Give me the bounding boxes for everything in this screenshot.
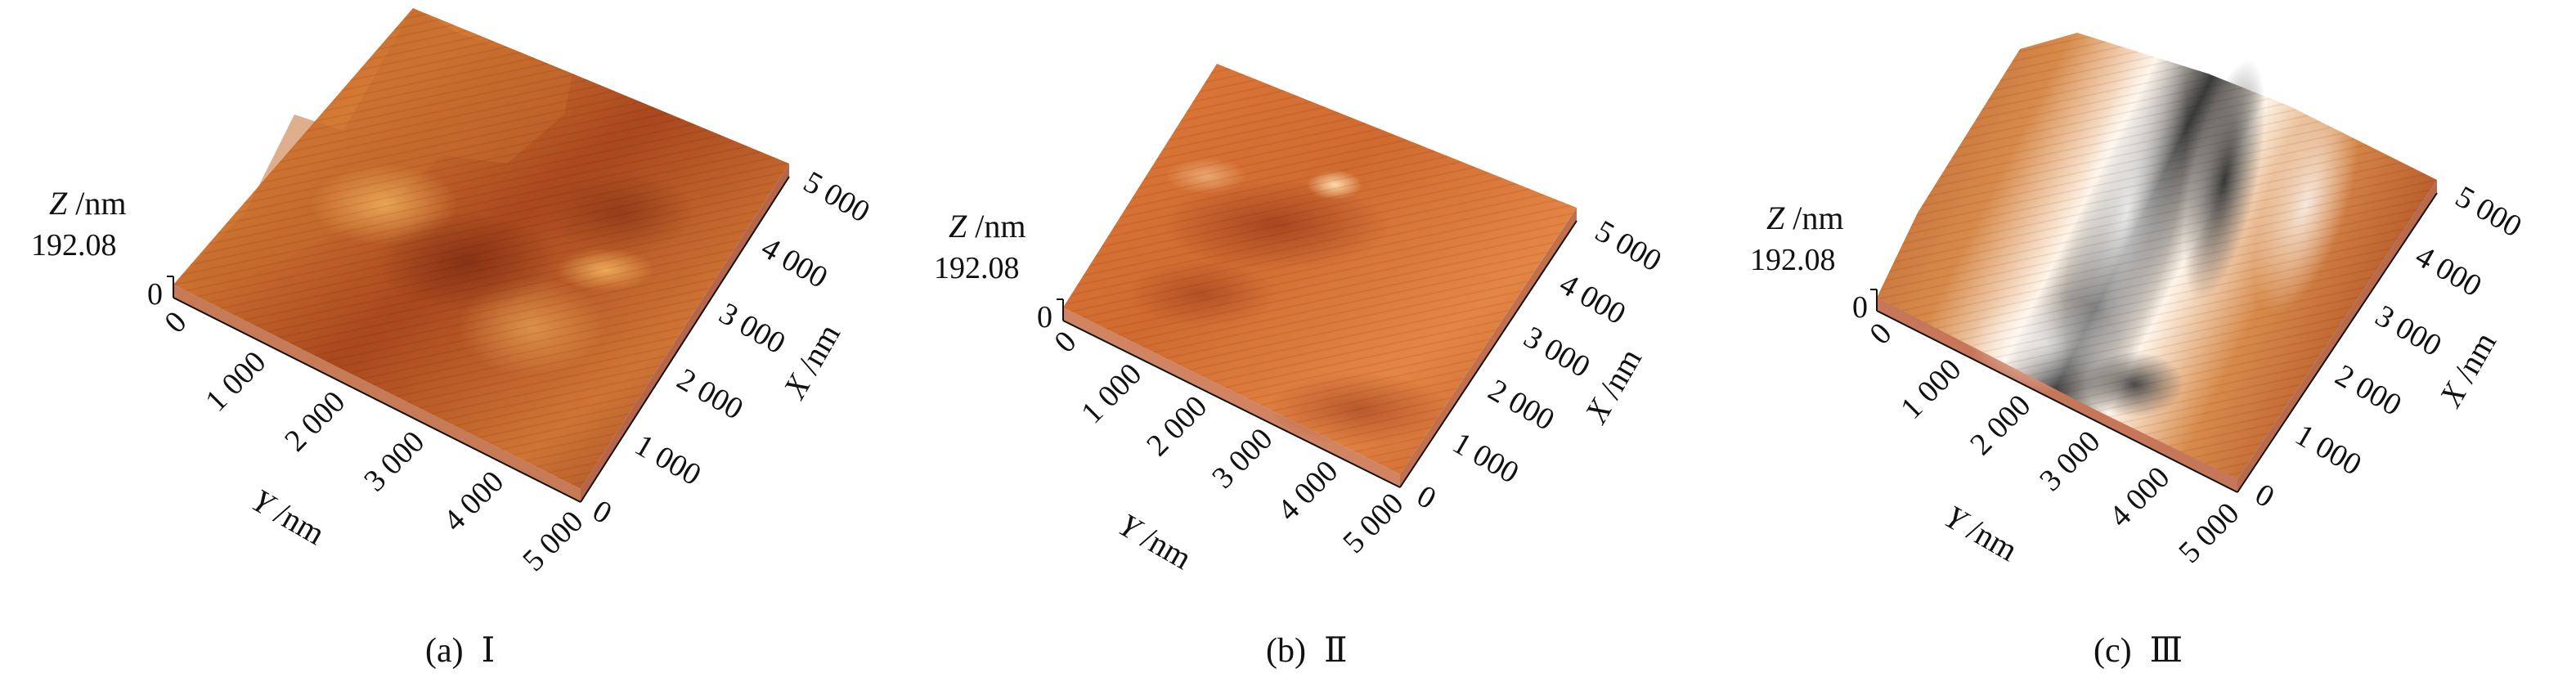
panel-b-caption-label: (b) bbox=[1266, 632, 1306, 670]
panel-c-caption: (c) Ⅲ bbox=[2094, 630, 2183, 671]
panel-b-y-axis-line bbox=[1062, 320, 1401, 488]
panel-a-base-side bbox=[581, 164, 789, 502]
panel-a-caption-label: (a) bbox=[425, 632, 464, 670]
panel-a-y-tick-label: 3 000 bbox=[357, 424, 431, 498]
panel-b-base bbox=[1063, 307, 1400, 487]
panel-a-x-tick-label: 4 000 bbox=[756, 231, 833, 295]
panel-b-x-tick-label: 1 000 bbox=[1447, 426, 1524, 491]
panel-c-y-axis-label: Y /nm bbox=[1939, 498, 2024, 568]
panel-c-x-tick-label: 1 000 bbox=[2290, 418, 2367, 482]
panel-c-y-tick-label: 1 000 bbox=[1894, 352, 1968, 426]
panel-a-y-axis-line bbox=[173, 297, 581, 503]
panel-c-caption-label: (c) bbox=[2094, 632, 2132, 670]
panel-a-base bbox=[173, 285, 581, 502]
panel-a-x-tick-label: 1 000 bbox=[629, 428, 707, 492]
panel-a-x-axis-line bbox=[580, 176, 790, 503]
panel-a-x-tick-label: 5 000 bbox=[798, 164, 876, 229]
panel-c-texture bbox=[1877, 33, 2437, 479]
panel-c-x-tick-label: 3 000 bbox=[2370, 298, 2448, 363]
panel-c-z-min-label: 0 bbox=[1852, 290, 1868, 325]
panel-c-z-max-label: 192.08 bbox=[1750, 243, 1836, 277]
panel-a-z-max-label: 192.08 bbox=[31, 228, 117, 262]
panel-c-y-axis-line bbox=[1876, 310, 2238, 493]
panel-b-x-axis-line bbox=[1399, 220, 1577, 488]
panel-c-base bbox=[1877, 298, 2237, 492]
panel-a-y-axis-label: Y /nm bbox=[246, 482, 331, 552]
panel-c-x-axis-line bbox=[2237, 192, 2438, 493]
panel-b-x-tick-label: 3 000 bbox=[1518, 320, 1595, 384]
panel-a-y-tick-label: 0 bbox=[158, 305, 193, 340]
panel-c-caption-text: Ⅲ bbox=[2149, 632, 2183, 670]
panel-a bbox=[167, 8, 790, 503]
panel-a-y-tick-label: 1 000 bbox=[199, 344, 272, 418]
panel-c-y-tick-label: 2 000 bbox=[1963, 388, 2037, 462]
panel-a-y-tick-label: 5 000 bbox=[516, 505, 590, 578]
panel-b-z-max-label: 192.08 bbox=[934, 251, 1020, 285]
panel-b-y-tick-label: 3 000 bbox=[1205, 421, 1279, 495]
panel-b-x-tick-label: 4 000 bbox=[1554, 267, 1631, 331]
panel-c-y-tick-label: 5 000 bbox=[2172, 496, 2246, 570]
panel-c-y-tick-label: 4 000 bbox=[2103, 460, 2176, 534]
panel-c-x-tick-label: 5 000 bbox=[2450, 179, 2528, 244]
panel-b-y-axis-label: Y /nm bbox=[1113, 506, 1198, 577]
panel-c-x-tick-label: 4 000 bbox=[2410, 239, 2488, 303]
panel-c-base-side bbox=[2237, 180, 2437, 492]
panel-a-texture bbox=[173, 8, 789, 489]
panel-a-z-axis-label: Z /nm bbox=[49, 185, 126, 222]
panel-a-caption: (a) Ⅰ bbox=[425, 630, 495, 671]
panel-b-x-tick-label: 2 000 bbox=[1483, 373, 1560, 437]
panel-c-x-tick-label: 0 bbox=[2250, 477, 2280, 514]
panel-c-z-axis-label: Z /nm bbox=[1766, 200, 1843, 236]
panel-a-y-tick-label: 2 000 bbox=[278, 384, 352, 458]
panel-b-y-tick-label: 1 000 bbox=[1075, 357, 1148, 430]
panel-b-y-tick-label: 5 000 bbox=[1336, 487, 1410, 560]
panel-a-x-tick-label: 0 bbox=[587, 493, 617, 531]
panel-b-z-min-label: 0 bbox=[1037, 300, 1052, 334]
panel-b-x-tick-label: 5 000 bbox=[1590, 213, 1667, 278]
panel-b-x-tick-label: 0 bbox=[1411, 478, 1442, 516]
panel-a-x-tick-label: 3 000 bbox=[713, 296, 791, 361]
panel-c-y-tick-label: 3 000 bbox=[2033, 424, 2107, 498]
panel-b-texture bbox=[1063, 64, 1577, 474]
panel-b-y-tick-label: 4 000 bbox=[1271, 454, 1344, 527]
panel-b-y-tick-label: 2 000 bbox=[1140, 389, 1214, 463]
panel-a-caption-text: Ⅰ bbox=[481, 632, 496, 670]
panel-b-caption: (b) Ⅱ bbox=[1266, 630, 1348, 671]
panel-c bbox=[1870, 33, 2438, 493]
panel-b-y-tick-label: 0 bbox=[1048, 325, 1083, 360]
panel-a-y-tick-label: 4 000 bbox=[437, 464, 510, 538]
panel-a-z-min-label: 0 bbox=[147, 277, 163, 312]
panel-b-caption-text: Ⅱ bbox=[1323, 632, 1348, 670]
panel-a-x-tick-label: 2 000 bbox=[671, 362, 749, 427]
panel-b bbox=[1057, 64, 1577, 488]
panel-c-x-tick-label: 2 000 bbox=[2330, 358, 2408, 423]
panel-b-z-axis-label: Z /nm bbox=[949, 208, 1025, 245]
panel-c-y-tick-label: 0 bbox=[1863, 316, 1898, 352]
